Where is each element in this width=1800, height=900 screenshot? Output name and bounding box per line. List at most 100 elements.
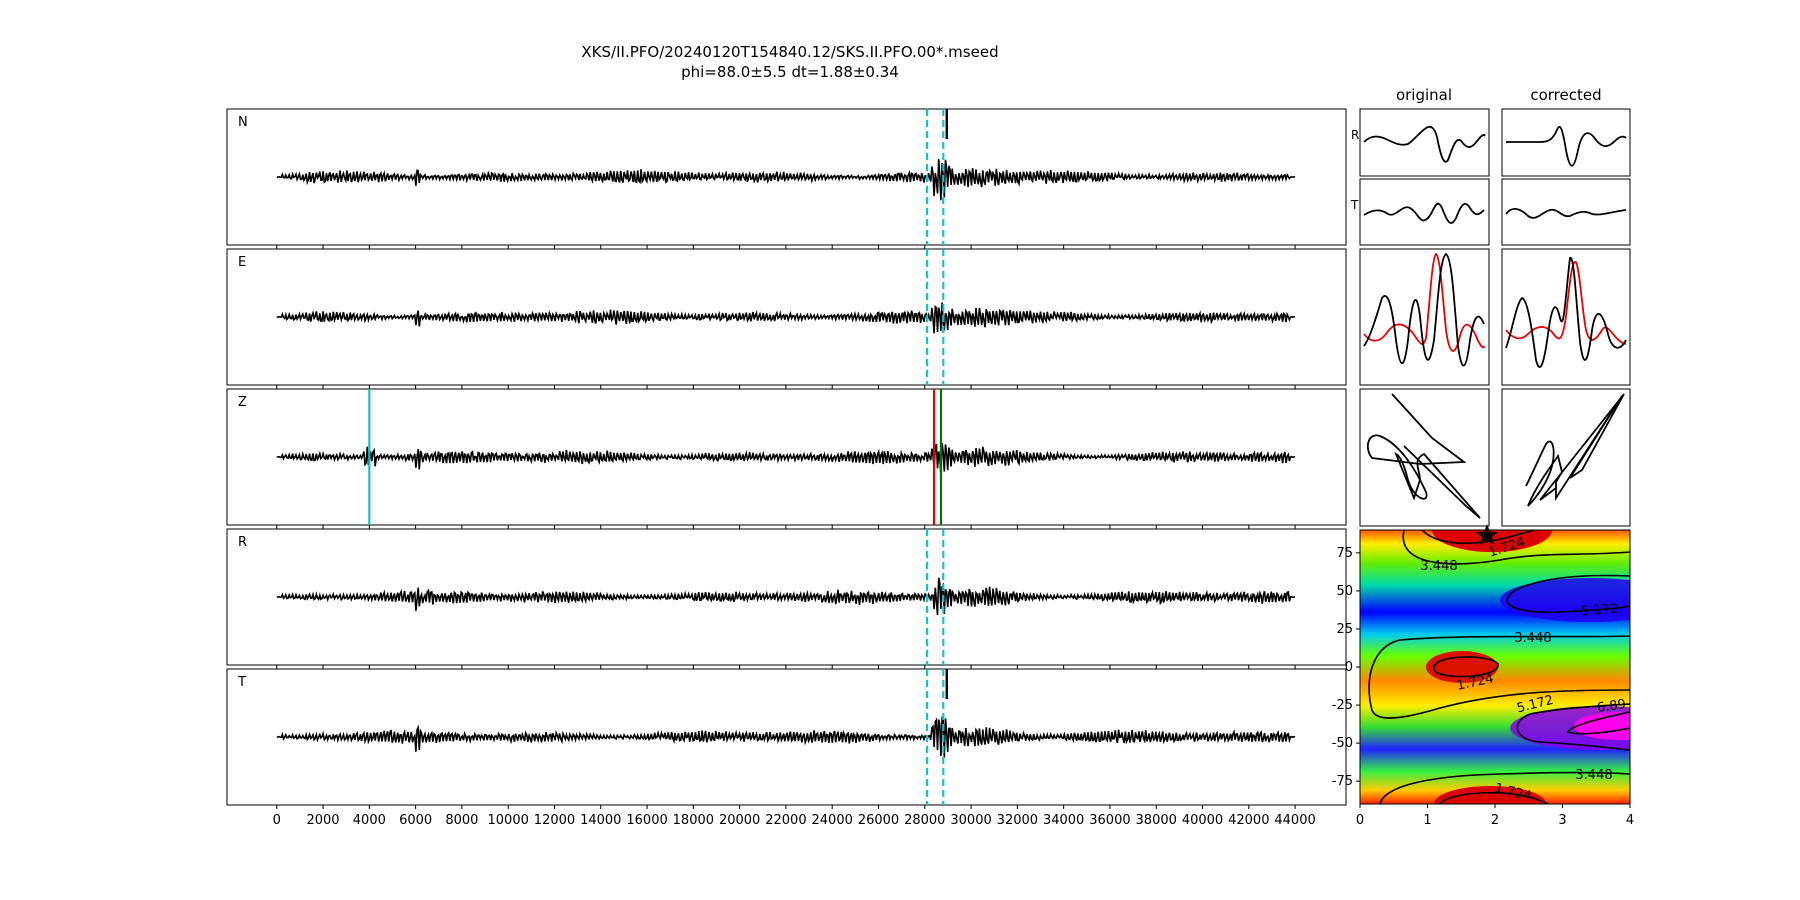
curve-original-r bbox=[1363, 125, 1486, 163]
x-tick-label: 14000 bbox=[580, 813, 621, 828]
channel-label: Z bbox=[238, 395, 247, 410]
x-tick-label: 32000 bbox=[997, 813, 1038, 828]
x-tick-label: 44000 bbox=[1274, 813, 1315, 828]
curve-corrected-ne-red bbox=[1505, 261, 1627, 345]
channel-label: R bbox=[238, 535, 247, 550]
trace-panel-frame bbox=[226, 668, 1347, 806]
contour-label-2: 3.448 bbox=[1420, 559, 1457, 574]
curve-corrected-t bbox=[1505, 208, 1627, 219]
heatmap-x-tick-label: 1 bbox=[1423, 813, 1431, 828]
contour-line-2 bbox=[1402, 530, 1630, 565]
contour-line-8 bbox=[1379, 771, 1630, 804]
x-tick-label: 18000 bbox=[673, 813, 714, 828]
heatmap-axes: 0 1 2 3 4 75 50 25 0 -25 -50 -75 bbox=[1332, 546, 1634, 828]
particle-motion-panels bbox=[1359, 108, 1631, 527]
x-tick-label: 34000 bbox=[1043, 813, 1084, 828]
panel-original-ne bbox=[1359, 248, 1490, 386]
trace-waveform-r bbox=[276, 577, 1296, 616]
column-titles: original corrected bbox=[1396, 86, 1602, 104]
trace-waveform-z bbox=[276, 443, 1296, 475]
panel-original-t bbox=[1359, 178, 1490, 246]
channel-label: E bbox=[238, 255, 246, 270]
curve-original-ne-black bbox=[1363, 252, 1485, 367]
trace-panel-e: E bbox=[226, 248, 1347, 389]
row-label-r: R bbox=[1351, 128, 1359, 142]
x-tick-label: 40000 bbox=[1182, 813, 1223, 828]
trace-panel-frame bbox=[226, 388, 1347, 526]
contour-label-7: 6.89 bbox=[1596, 697, 1627, 716]
contour-label-4: 3.448 bbox=[1514, 631, 1551, 646]
heatmap-y-tick-label: 25 bbox=[1336, 622, 1353, 637]
x-tick-label: 2000 bbox=[306, 813, 339, 828]
heatmap-y-tick-label: 75 bbox=[1336, 546, 1353, 561]
contour-line-6 bbox=[1516, 703, 1630, 751]
heatmap-x-tick-label: 3 bbox=[1558, 813, 1566, 828]
channel-label: T bbox=[237, 675, 246, 690]
x-tick-label: 36000 bbox=[1089, 813, 1130, 828]
panel-original-r bbox=[1359, 108, 1490, 177]
heatmap-x-tick-label: 2 bbox=[1491, 813, 1499, 828]
x-tick-label: 10000 bbox=[488, 813, 529, 828]
panel-original-pm bbox=[1359, 388, 1490, 527]
contour-label-3: 5.172 bbox=[1581, 602, 1619, 620]
x-tick-label: 26000 bbox=[858, 813, 899, 828]
curve-original-pm bbox=[1366, 393, 1481, 519]
contour-line-5 bbox=[1433, 656, 1499, 678]
heatmap-blob-bottom bbox=[1434, 786, 1546, 804]
panel-corrected-t bbox=[1501, 178, 1631, 246]
curve-original-ne-red bbox=[1363, 252, 1485, 352]
heatmap-y-tick-label: -50 bbox=[1332, 736, 1353, 751]
x-tick-label: 12000 bbox=[534, 813, 575, 828]
curve-corrected-r bbox=[1506, 126, 1627, 167]
panel-corrected-r bbox=[1501, 108, 1631, 177]
figure-title: XKS/II.PFO/20240120T154840.12/SKS.II.PFO… bbox=[581, 43, 998, 61]
column-title-original: original bbox=[1396, 86, 1452, 104]
heatmap-x-tick-label: 4 bbox=[1626, 813, 1634, 828]
x-tick-label: 16000 bbox=[626, 813, 667, 828]
channel-label: N bbox=[238, 115, 248, 130]
x-tick-label: 42000 bbox=[1228, 813, 1269, 828]
trace-panel-z: Z bbox=[226, 388, 1347, 529]
heatmap-y-tick-label: -25 bbox=[1332, 698, 1353, 713]
trace-waveform-n bbox=[276, 158, 1296, 201]
column-title-corrected: corrected bbox=[1530, 86, 1601, 104]
trace-x-axis: 0 2000 4000 6000 8000 10000 12000 14000 16000 180… bbox=[273, 813, 1316, 828]
heatmap-blob-magenta bbox=[1574, 712, 1630, 740]
x-tick-label: 28000 bbox=[904, 813, 945, 828]
contour-line-4 bbox=[1368, 635, 1630, 719]
contour-line-7 bbox=[1566, 711, 1630, 735]
best-fit-star bbox=[1476, 524, 1498, 545]
heatmap-y-tick-label: 50 bbox=[1336, 584, 1353, 599]
x-tick-label: 8000 bbox=[445, 813, 478, 828]
trace-waveform-t bbox=[276, 715, 1296, 758]
x-tick-label: 22000 bbox=[765, 813, 806, 828]
trace-panel-frame bbox=[226, 528, 1347, 666]
x-tick-label: 4000 bbox=[353, 813, 386, 828]
contour-label-8: 3.448 bbox=[1575, 768, 1612, 783]
heatmap-x-tick-label: 0 bbox=[1356, 813, 1364, 828]
contour-line-1 bbox=[1421, 530, 1535, 545]
trace-waveform-e bbox=[276, 302, 1296, 334]
figure-subtitle: phi=88.0±5.5 dt=1.88±0.34 bbox=[681, 63, 899, 81]
x-tick-label: 24000 bbox=[812, 813, 853, 828]
x-tick-label: 30000 bbox=[950, 813, 991, 828]
heatmap-y-tick-label: 0 bbox=[1345, 660, 1353, 675]
x-tick-label: 0 bbox=[273, 813, 281, 828]
contour-line-9 bbox=[1439, 791, 1549, 804]
x-tick-label: 6000 bbox=[399, 813, 432, 828]
trace-panel-t: T bbox=[226, 668, 1347, 809]
heatmap-y-tick-label: -75 bbox=[1332, 774, 1353, 789]
contour-line-3 bbox=[1506, 574, 1630, 613]
trace-panel-n: N bbox=[226, 108, 1347, 249]
x-tick-label: 20000 bbox=[719, 813, 760, 828]
trace-panel-frame bbox=[226, 248, 1347, 386]
panel-corrected-ne bbox=[1501, 248, 1631, 386]
curve-corrected-pm bbox=[1525, 393, 1625, 507]
x-tick-label: 38000 bbox=[1136, 813, 1177, 828]
trace-panel-frame bbox=[226, 108, 1347, 246]
trace-panels: N E Z R T bbox=[226, 108, 1347, 809]
row-label-t: T bbox=[1350, 198, 1359, 212]
curve-corrected-ne-black bbox=[1505, 257, 1627, 368]
trace-panel-r: R bbox=[226, 528, 1347, 669]
